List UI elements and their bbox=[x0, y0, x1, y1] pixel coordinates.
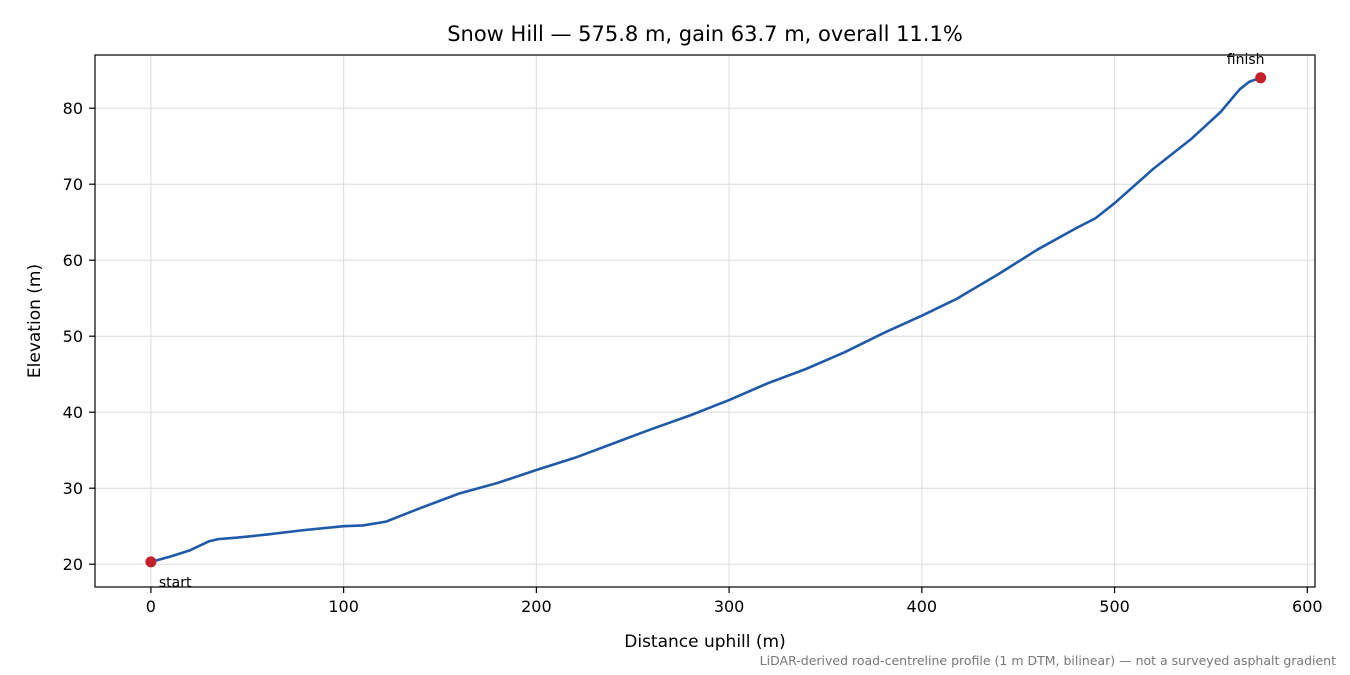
x-tick-label: 100 bbox=[328, 597, 359, 616]
start-label: start bbox=[159, 575, 192, 591]
x-axis-label: Distance uphill (m) bbox=[624, 632, 785, 652]
y-tick-label: 20 bbox=[63, 555, 83, 574]
axis-ticks: 0 100 200 300 400 500 600 20 30 40 50 60 70 80 bbox=[63, 99, 1323, 616]
grid-lines bbox=[95, 55, 1315, 587]
x-tick-label: 600 bbox=[1292, 597, 1323, 616]
y-tick-label: 50 bbox=[63, 327, 83, 346]
start-marker bbox=[145, 556, 157, 568]
y-tick-label: 80 bbox=[63, 99, 83, 118]
finish-marker bbox=[1255, 72, 1267, 84]
chart-title: Snow Hill — 575.8 m, gain 63.7 m, overal… bbox=[447, 22, 963, 46]
finish-label: finish bbox=[1227, 52, 1265, 68]
footnote-text: LiDAR-derived road-centreline profile (1… bbox=[760, 653, 1336, 668]
y-tick-label: 70 bbox=[63, 175, 83, 194]
elevation-profile-line bbox=[149, 76, 1262, 564]
y-tick-label: 30 bbox=[63, 479, 83, 498]
y-tick-label: 40 bbox=[63, 403, 83, 422]
plot-frame bbox=[94, 54, 1316, 588]
x-tick-label: 500 bbox=[1099, 597, 1130, 616]
x-tick-label: 400 bbox=[907, 597, 938, 616]
y-axis-label: Elevation (m) bbox=[25, 264, 45, 378]
y-tick-label: 60 bbox=[63, 251, 83, 270]
x-tick-label: 0 bbox=[146, 597, 156, 616]
x-tick-label: 200 bbox=[521, 597, 552, 616]
x-tick-label: 300 bbox=[714, 597, 745, 616]
